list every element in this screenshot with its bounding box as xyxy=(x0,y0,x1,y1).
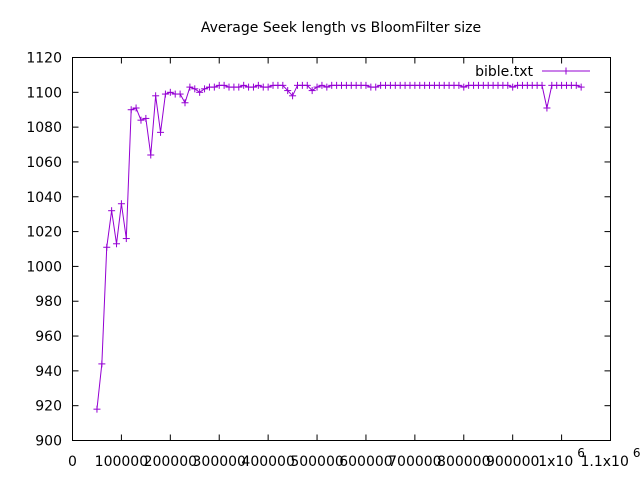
legend: bible.txt xyxy=(475,64,590,80)
x-tick-label: 600000 xyxy=(339,454,392,470)
data-point xyxy=(254,81,262,89)
data-point xyxy=(303,81,311,89)
data-point xyxy=(455,81,463,89)
data-point xyxy=(186,83,194,91)
chart-title: Average Seek length vs BloomFilter size xyxy=(201,20,481,36)
data-point xyxy=(362,81,370,89)
y-tick-label: 920 xyxy=(35,399,62,415)
data-point xyxy=(142,114,150,122)
y-tick-label: 1000 xyxy=(26,259,62,275)
x-tick-label: 400000 xyxy=(241,454,294,470)
data-point xyxy=(132,104,140,112)
x-tick-label: 900000 xyxy=(486,454,539,470)
data-point xyxy=(196,88,204,96)
y-tick-label: 1120 xyxy=(26,51,62,67)
data-point xyxy=(279,81,287,89)
data-point xyxy=(577,83,585,91)
data-point xyxy=(210,83,218,91)
data-point xyxy=(264,83,272,91)
y-tick-label: 980 xyxy=(35,294,62,310)
data-point xyxy=(93,405,101,413)
data-point xyxy=(240,81,248,89)
data-point xyxy=(313,83,321,91)
y-tick-label: 1060 xyxy=(26,155,62,171)
y-tick-label: 1080 xyxy=(26,120,62,136)
y-tick-label: 900 xyxy=(35,434,62,450)
x-tick-label: 200000 xyxy=(144,454,197,470)
data-point xyxy=(504,81,512,89)
y-axis: 900 920 940 960 980 1000 1020 1040 1060 1080 1100 1… xyxy=(26,51,611,450)
x-tick-label: 800000 xyxy=(437,454,490,470)
legend-plus-marker xyxy=(562,67,570,75)
data-point xyxy=(113,240,121,248)
data-point xyxy=(318,81,326,89)
data-point xyxy=(249,83,257,91)
x-tick-label: 300000 xyxy=(193,454,246,470)
data-point xyxy=(157,128,165,136)
data-point xyxy=(235,83,243,91)
data-point xyxy=(181,99,189,107)
x-tick-label: 100000 xyxy=(95,454,148,470)
legend-marker xyxy=(562,67,570,75)
x-tick-exponent: 6 xyxy=(577,446,585,460)
data-point xyxy=(460,83,468,91)
series-layer xyxy=(93,81,585,413)
data-point xyxy=(308,87,316,95)
x-tick-label: 700000 xyxy=(388,454,441,470)
data-point xyxy=(372,83,380,91)
plot-frame xyxy=(72,57,611,441)
data-point xyxy=(201,85,209,93)
data-point xyxy=(161,90,169,98)
data-point xyxy=(538,81,546,89)
x-tick-label: 1.1x106 xyxy=(580,446,640,470)
y-tick-label: 1100 xyxy=(26,85,62,101)
data-point xyxy=(572,81,580,89)
data-point xyxy=(127,106,135,114)
x-tick-label: 500000 xyxy=(290,454,343,470)
legend-label: bible.txt xyxy=(475,64,533,80)
data-point xyxy=(176,90,184,98)
data-point xyxy=(284,87,292,95)
y-tick-label: 960 xyxy=(35,329,62,345)
data-point xyxy=(191,85,199,93)
data-point xyxy=(98,360,106,368)
data-point xyxy=(152,92,160,100)
x-tick-label: 1x106 xyxy=(538,446,585,470)
data-point xyxy=(103,243,111,251)
data-point xyxy=(122,235,130,243)
x-tick-exponent: 6 xyxy=(633,446,640,460)
y-tick-label: 940 xyxy=(35,364,62,380)
data-point xyxy=(137,116,145,124)
data-point xyxy=(108,207,116,215)
x-tick-label: 0 xyxy=(68,454,77,470)
data-point xyxy=(543,104,551,112)
y-tick-label: 1020 xyxy=(26,225,62,241)
data-point xyxy=(289,92,297,100)
data-point xyxy=(147,151,155,159)
data-point xyxy=(323,83,331,91)
data-point xyxy=(117,200,125,208)
data-point xyxy=(509,83,517,91)
y-tick-label: 1040 xyxy=(26,190,62,206)
series-line xyxy=(96,84,582,410)
data-point xyxy=(220,81,228,89)
data-point xyxy=(166,88,174,96)
